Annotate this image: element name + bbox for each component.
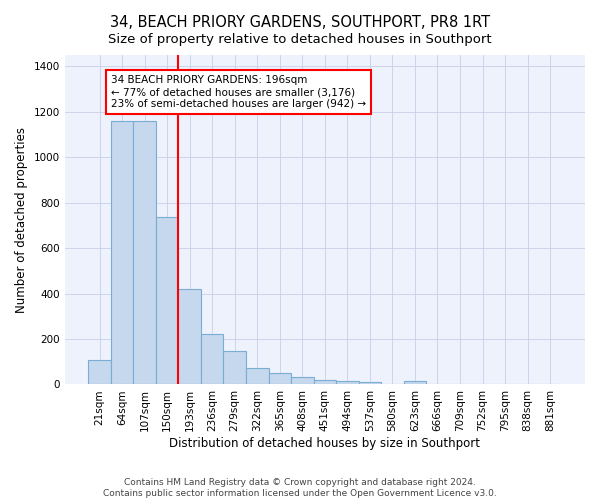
Bar [178,289,201,384]
Bar [404,381,426,384]
X-axis label: Distribution of detached houses by size in Southport: Distribution of detached houses by size … [169,437,481,450]
Text: 34 BEACH PRIORY GARDENS: 196sqm
← 77% of detached houses are smaller (3,176)
23%: 34 BEACH PRIORY GARDENS: 196sqm ← 77% of… [111,76,366,108]
Bar [156,218,178,384]
Y-axis label: Number of detached properties: Number of detached properties [15,126,28,312]
Bar [291,377,314,384]
Bar [336,381,359,384]
Bar [246,368,269,384]
Bar [133,121,156,384]
Text: 34, BEACH PRIORY GARDENS, SOUTHPORT, PR8 1RT: 34, BEACH PRIORY GARDENS, SOUTHPORT, PR8… [110,15,490,30]
Bar [111,121,133,384]
Bar [269,373,291,384]
Bar [201,334,223,384]
Bar [359,382,381,384]
Bar [223,351,246,384]
Bar [88,360,111,384]
Text: Contains HM Land Registry data © Crown copyright and database right 2024.
Contai: Contains HM Land Registry data © Crown c… [103,478,497,498]
Text: Size of property relative to detached houses in Southport: Size of property relative to detached ho… [108,32,492,46]
Bar [314,380,336,384]
